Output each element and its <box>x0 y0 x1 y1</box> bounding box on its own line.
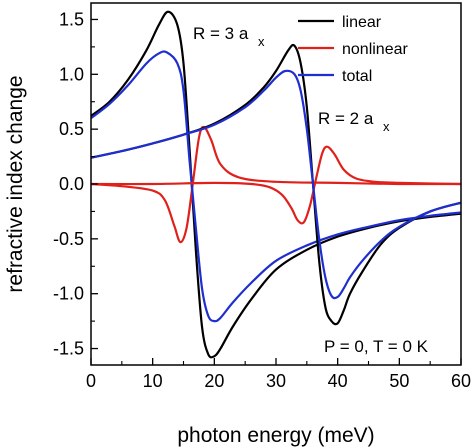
annotation-conditions: P = 0, T = 0 K <box>324 337 429 356</box>
x-tick-label: 40 <box>328 371 348 391</box>
legend: linear nonlinear total <box>298 14 409 85</box>
x-axis: 0 10 20 30 40 50 60 <box>86 358 471 391</box>
legend-label-nonlinear: nonlinear <box>342 41 409 58</box>
y-tick-label: -1.5 <box>53 339 84 359</box>
x-tick-label: 10 <box>143 371 163 391</box>
legend-label-total: total <box>342 68 372 85</box>
series-line-4 <box>90 145 462 225</box>
y-tick-label: -0.5 <box>53 229 84 249</box>
annotation-r2-main: R = 2 a <box>318 109 374 128</box>
x-tick-label: 20 <box>204 371 224 391</box>
y-tick-label: 0.5 <box>59 119 84 139</box>
y-tick-label: -1.0 <box>53 284 84 304</box>
x-axis-label: photon energy (meV) <box>177 424 374 447</box>
x-tick-label: 60 <box>451 371 471 391</box>
y-axis-label: refractive index change <box>4 75 27 292</box>
y-tick-label: 1.5 <box>59 9 84 29</box>
y-axis: -1.5 -1.0 -0.5 0.0 0.5 1.0 1.5 <box>53 9 98 359</box>
y-tick-label: 0.0 <box>59 174 84 194</box>
legend-label-linear: linear <box>342 14 382 31</box>
plot-series <box>90 10 462 359</box>
x-tick-label: 30 <box>266 371 286 391</box>
annotation-r2-sub: x <box>383 119 390 134</box>
annotation-r3-sub: x <box>258 34 265 49</box>
annotation-r3-main: R = 3 a <box>193 24 249 43</box>
series-line-1 <box>90 125 462 244</box>
series-line-0 <box>90 10 462 359</box>
x-tick-label: 0 <box>86 371 96 391</box>
series-line-5 <box>90 69 462 300</box>
series-line-2 <box>90 50 462 323</box>
y-tick-label: 1.0 <box>59 64 84 84</box>
x-tick-label: 50 <box>389 371 409 391</box>
